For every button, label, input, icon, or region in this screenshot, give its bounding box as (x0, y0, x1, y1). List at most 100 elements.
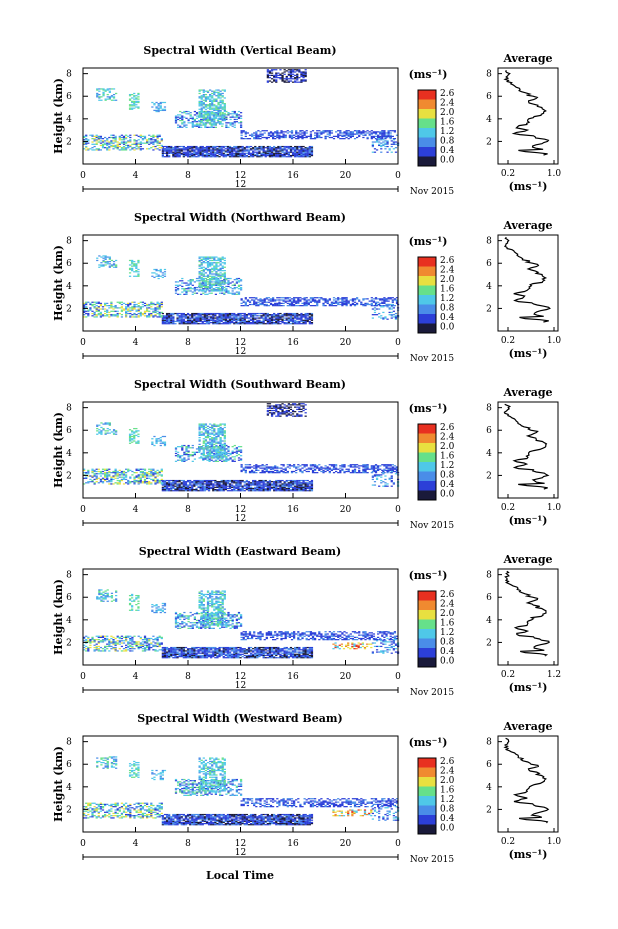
heatmap-cell (206, 107, 210, 109)
heatmap-cell (154, 476, 157, 478)
heatmap-cell (204, 117, 208, 119)
heatmap-cell (309, 133, 313, 135)
heatmap-cell (356, 303, 359, 306)
heatmap-cell (289, 490, 293, 492)
heatmap-cell (266, 71, 269, 73)
heatmap-cell (206, 116, 209, 118)
heatmap-cell (141, 475, 145, 477)
heatmap-cell (141, 482, 145, 484)
heatmap-cell (202, 104, 205, 106)
heatmap-cell (220, 148, 223, 150)
heatmap-cell (204, 97, 208, 99)
heatmap-cell (298, 485, 301, 487)
heatmap-cell (228, 490, 232, 492)
heatmap-cell (281, 145, 284, 148)
heatmap-cell (285, 147, 288, 149)
colorbar-unit-label: (ms⁻¹) (409, 235, 448, 248)
heatmap-cell (273, 484, 276, 486)
heatmap-cell (279, 323, 282, 325)
heatmap-cell (212, 318, 215, 320)
heatmap-cell (127, 141, 130, 143)
heatmap-cell (203, 315, 206, 317)
heatmap-cell (205, 150, 209, 152)
heatmap-cell (223, 275, 226, 277)
heatmap-cell (83, 306, 86, 308)
heatmap-cell (176, 151, 179, 153)
heatmap-cell (324, 135, 327, 138)
heatmap-cell (186, 312, 190, 315)
heatmap-cell (233, 316, 236, 318)
heatmap-cell (256, 151, 259, 153)
heatmap-cell (341, 299, 344, 301)
heatmap-cell (318, 130, 321, 132)
heatmap-cell (268, 314, 272, 316)
heatmap-cell (195, 316, 198, 318)
heatmap-cell (282, 305, 285, 307)
heatmap-cell (219, 97, 222, 99)
heatmap-cell (266, 482, 269, 484)
heatmap-cell (202, 458, 205, 460)
heatmap-cell (207, 479, 211, 482)
heatmap-cell (118, 142, 121, 144)
heatmap-cell (227, 283, 230, 285)
heatmap-cell (237, 482, 240, 484)
heatmap-cell (243, 482, 246, 484)
heatmap-cell (243, 153, 246, 156)
heatmap-cell (237, 479, 240, 482)
heatmap-cell (122, 148, 126, 150)
heatmap-cell (254, 314, 257, 316)
heatmap-cell (137, 142, 140, 144)
colorbar-tick-label: 1.2 (440, 294, 454, 304)
heatmap-cell (172, 483, 175, 485)
heatmap-cell (127, 481, 130, 483)
heatmap-cell (268, 71, 272, 73)
heatmap-cell (182, 490, 185, 492)
heatmap-cell (362, 298, 365, 300)
heatmap-cell (384, 148, 387, 150)
heatmap-cell (389, 297, 392, 299)
heatmap-cell (239, 483, 242, 485)
heatmap-cell (341, 298, 344, 300)
heatmap-cell (170, 315, 173, 317)
heatmap-cell (212, 320, 215, 323)
heatmap-cell (222, 490, 225, 492)
heatmap-cell (289, 318, 293, 320)
heatmap-cell (179, 117, 182, 119)
heatmap-cell (266, 484, 269, 486)
heatmap-cell (83, 303, 86, 306)
heatmap-cell (392, 307, 395, 309)
heatmap-cell (370, 130, 373, 132)
heatmap-cell (206, 286, 210, 289)
heatmap-cell (209, 96, 212, 98)
heatmap-cell (337, 136, 340, 139)
heatmap-cell (206, 122, 209, 124)
heatmap-cell (221, 106, 224, 108)
heatmap-cell (320, 133, 323, 135)
heatmap-cell (181, 448, 184, 450)
heatmap-cell (201, 484, 204, 486)
heatmap-cell (106, 478, 109, 481)
heatmap-cell (297, 136, 300, 139)
heatmap-cell (308, 317, 311, 319)
heatmap-cell (299, 136, 302, 139)
heatmap-cell (390, 314, 393, 316)
heatmap-cell (228, 148, 232, 150)
heatmap-cell (245, 486, 248, 488)
heatmap-cell (158, 302, 161, 305)
heatmap-cell (195, 148, 198, 150)
heatmap-cell (243, 320, 246, 323)
heatmap-cell (245, 145, 248, 148)
heatmap-cell (273, 488, 276, 491)
heatmap-cell (160, 303, 163, 306)
heatmap-cell (239, 319, 242, 321)
heatmap-cell (209, 113, 212, 115)
heatmap-cell (93, 135, 96, 138)
heatmap-cell (102, 260, 105, 263)
heatmap-cell (213, 114, 216, 116)
heatmap-cell (89, 148, 92, 150)
heatmap-cell (218, 484, 221, 486)
heatmap-cell (223, 118, 226, 121)
heatmap-cell (209, 259, 212, 262)
heatmap-cell (101, 138, 105, 140)
heatmap-cell (226, 479, 230, 482)
